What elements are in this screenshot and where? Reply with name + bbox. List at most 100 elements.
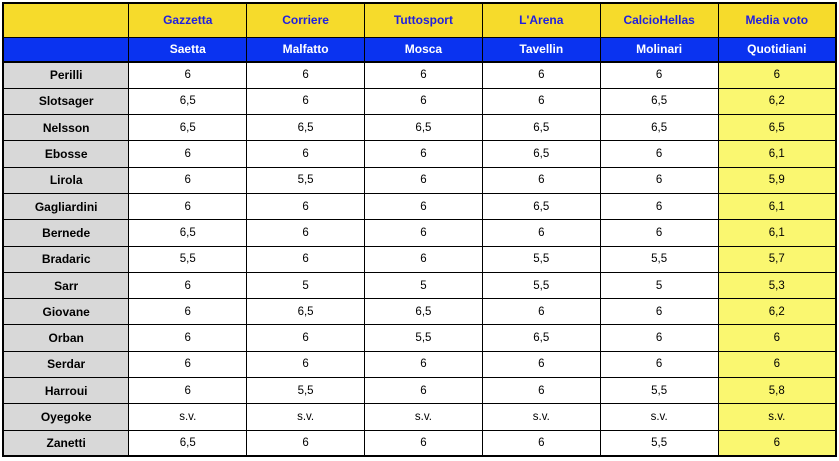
vote-cell: 6,5 bbox=[599, 114, 719, 142]
vote-cell: 6,5 bbox=[246, 298, 365, 326]
player-name: Sarr bbox=[2, 271, 130, 300]
header-journalist-malfatto: Malfatto bbox=[246, 36, 365, 63]
vote-cell: 5,5 bbox=[128, 245, 248, 273]
table-row: Zanetti 6,5 6 6 6 5,5 6 bbox=[2, 429, 837, 457]
vote-cell: 6 bbox=[481, 166, 601, 194]
media-voto-cell: 6,1 bbox=[717, 192, 837, 221]
vote-cell: 6,5 bbox=[481, 192, 601, 221]
player-name: Orban bbox=[2, 324, 130, 352]
header-journalist-molinari: Molinari bbox=[599, 36, 719, 63]
vote-cell: 6 bbox=[246, 192, 365, 221]
vote-cell: 6,5 bbox=[481, 140, 601, 168]
player-name: Slotsager bbox=[2, 87, 130, 116]
vote-cell: 6 bbox=[481, 298, 601, 326]
vote-cell: 5,5 bbox=[364, 324, 483, 352]
corner-cell-top bbox=[2, 2, 130, 38]
vote-cell: 6 bbox=[128, 61, 248, 89]
table-row: Giovane 6 6,5 6,5 6 6 6,2 bbox=[2, 298, 837, 326]
vote-cell: 6,5 bbox=[481, 114, 601, 142]
vote-cell: 6 bbox=[481, 61, 601, 89]
vote-cell: s.v. bbox=[599, 403, 719, 431]
table-row: Bernede 6,5 6 6 6 6 6,1 bbox=[2, 219, 837, 247]
header-newspaper-calciohellas: CalcioHellas bbox=[599, 2, 719, 38]
media-voto-cell: 6,2 bbox=[717, 298, 837, 326]
table-row: Nelsson 6,5 6,5 6,5 6,5 6,5 6,5 bbox=[2, 114, 837, 142]
vote-cell: 5 bbox=[599, 271, 719, 300]
vote-cell: 6,5 bbox=[364, 114, 483, 142]
vote-cell: 5,5 bbox=[481, 245, 601, 273]
vote-cell: 6 bbox=[364, 377, 483, 405]
ratings-table-body: Perilli 6 6 6 6 6 6 Slotsager 6,5 6 6 6 6,5 6,2 Nelsso… bbox=[2, 61, 837, 457]
header-newspaper-larena: L'Arena bbox=[481, 2, 601, 38]
vote-cell: 6 bbox=[481, 377, 601, 405]
table-row: Bradaric 5,5 6 6 5,5 5,5 5,7 bbox=[2, 245, 837, 273]
vote-cell: s.v. bbox=[481, 403, 601, 431]
vote-cell: 6 bbox=[599, 350, 719, 379]
vote-cell: 6 bbox=[364, 350, 483, 379]
vote-cell: 6 bbox=[364, 87, 483, 116]
player-name: Harroui bbox=[2, 377, 130, 405]
vote-cell: 6 bbox=[364, 245, 483, 273]
vote-cell: 6 bbox=[481, 429, 601, 457]
vote-cell: 5,5 bbox=[246, 377, 365, 405]
header-journalist-tavellin: Tavellin bbox=[481, 36, 601, 63]
vote-cell: s.v. bbox=[364, 403, 483, 431]
vote-cell: 6 bbox=[128, 140, 248, 168]
player-name: Gagliardini bbox=[2, 192, 130, 221]
table-row: Harroui 6 5,5 6 6 5,5 5,8 bbox=[2, 377, 837, 405]
player-name: Bradaric bbox=[2, 245, 130, 273]
player-name: Giovane bbox=[2, 298, 130, 326]
vote-cell: 6,5 bbox=[599, 87, 719, 116]
table-row: Slotsager 6,5 6 6 6 6,5 6,2 bbox=[2, 87, 837, 116]
media-voto-cell: 6 bbox=[717, 324, 837, 352]
vote-cell: 6 bbox=[364, 219, 483, 247]
header-quotidiani: Quotidiani bbox=[717, 36, 837, 63]
media-voto-cell: 6 bbox=[717, 429, 837, 457]
media-voto-cell: 6,1 bbox=[717, 140, 837, 168]
vote-cell: 6 bbox=[128, 298, 248, 326]
media-voto-cell: 5,7 bbox=[717, 245, 837, 273]
vote-cell: 5,5 bbox=[481, 271, 601, 300]
vote-cell: 6 bbox=[599, 219, 719, 247]
vote-cell: 6 bbox=[599, 61, 719, 89]
media-voto-cell: 6 bbox=[717, 350, 837, 379]
vote-cell: 6 bbox=[246, 429, 365, 457]
vote-cell: 6 bbox=[246, 140, 365, 168]
newspapers-header-row: Gazzetta Corriere Tuttosport L'Arena Cal… bbox=[2, 2, 837, 38]
vote-cell: 6 bbox=[246, 219, 365, 247]
vote-cell: 6,5 bbox=[128, 114, 248, 142]
vote-cell: 6 bbox=[481, 350, 601, 379]
table-row: Perilli 6 6 6 6 6 6 bbox=[2, 61, 837, 89]
vote-cell: 6 bbox=[481, 219, 601, 247]
player-name: Oyegoke bbox=[2, 403, 130, 431]
media-voto-cell: 5,3 bbox=[717, 271, 837, 300]
vote-cell: 6,5 bbox=[128, 429, 248, 457]
corner-cell-bottom bbox=[2, 36, 130, 63]
player-name: Serdar bbox=[2, 350, 130, 379]
header-newspaper-tuttosport: Tuttosport bbox=[364, 2, 483, 38]
vote-cell: s.v. bbox=[246, 403, 365, 431]
vote-cell: 6 bbox=[246, 245, 365, 273]
vote-cell: 6 bbox=[364, 192, 483, 221]
media-voto-cell: 5,9 bbox=[717, 166, 837, 194]
vote-cell: 5,5 bbox=[599, 245, 719, 273]
vote-cell: 6 bbox=[364, 166, 483, 194]
vote-cell: s.v. bbox=[128, 403, 248, 431]
media-voto-cell: 6,2 bbox=[717, 87, 837, 116]
vote-cell: 6 bbox=[364, 140, 483, 168]
vote-cell: 6 bbox=[599, 166, 719, 194]
table-row: Lirola 6 5,5 6 6 6 5,9 bbox=[2, 166, 837, 194]
vote-cell: 6,5 bbox=[128, 219, 248, 247]
table-row: Ebosse 6 6 6 6,5 6 6,1 bbox=[2, 140, 837, 168]
media-voto-cell: 6 bbox=[717, 61, 837, 89]
vote-cell: 6 bbox=[128, 192, 248, 221]
player-name: Lirola bbox=[2, 166, 130, 194]
vote-cell: 6 bbox=[246, 61, 365, 89]
media-voto-cell: 5,8 bbox=[717, 377, 837, 405]
header-journalist-saetta: Saetta bbox=[128, 36, 248, 63]
vote-cell: 5,5 bbox=[599, 377, 719, 405]
player-name: Zanetti bbox=[2, 429, 130, 457]
vote-cell: 6,5 bbox=[481, 324, 601, 352]
